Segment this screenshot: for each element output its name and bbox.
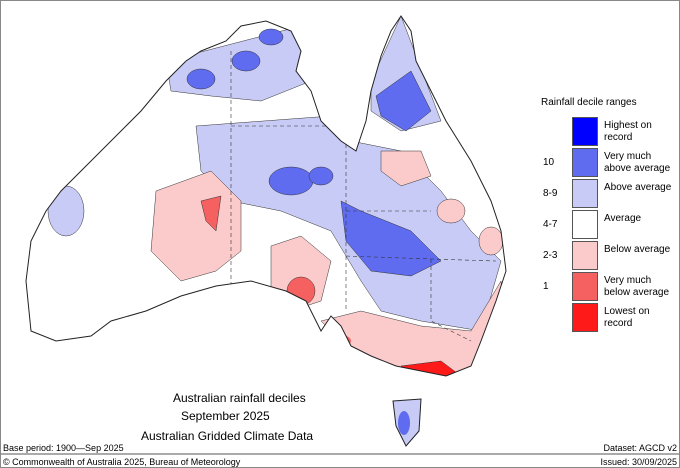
map-title: Australian rainfall deciles xyxy=(173,391,306,405)
legend-swatch xyxy=(572,148,598,177)
map-source: Australian Gridded Climate Data xyxy=(141,429,314,443)
legend-label: Very much above average xyxy=(604,151,671,174)
legend-decile: 4-7 xyxy=(543,219,558,230)
footer-divider xyxy=(1,453,679,455)
legend-decile: 8-9 xyxy=(543,188,558,199)
legend-label: Average xyxy=(604,213,642,224)
legend-swatch xyxy=(572,241,598,270)
legend-swatch xyxy=(572,117,598,146)
legend-decile: 1 xyxy=(543,281,549,292)
legend-label: Lowest on record xyxy=(604,306,650,329)
legend-swatch xyxy=(572,272,598,301)
base-period: Base period: 1900—Sep 2025 xyxy=(3,443,124,453)
legend-label: Above average xyxy=(604,182,672,193)
map-period: September 2025 xyxy=(181,409,270,423)
dataset: Dataset: AGCD v2 xyxy=(603,443,677,453)
legend-label: Very much below average xyxy=(604,275,670,298)
legend-label: Below average xyxy=(604,244,671,255)
legend-swatch xyxy=(572,303,598,332)
legend-title: Rainfall decile ranges xyxy=(541,97,637,108)
legend-swatch xyxy=(572,179,598,208)
legend-decile: 10 xyxy=(543,157,555,168)
very-much-above-region xyxy=(340,200,442,277)
legend-decile: 2-3 xyxy=(543,250,558,261)
issued-date: Issued: 30/09/2025 xyxy=(600,457,677,467)
copyright: © Commonwealth of Australia 2025, Bureau… xyxy=(3,457,241,467)
legend-swatch xyxy=(572,210,598,239)
legend-label: Highest on record xyxy=(604,120,652,143)
